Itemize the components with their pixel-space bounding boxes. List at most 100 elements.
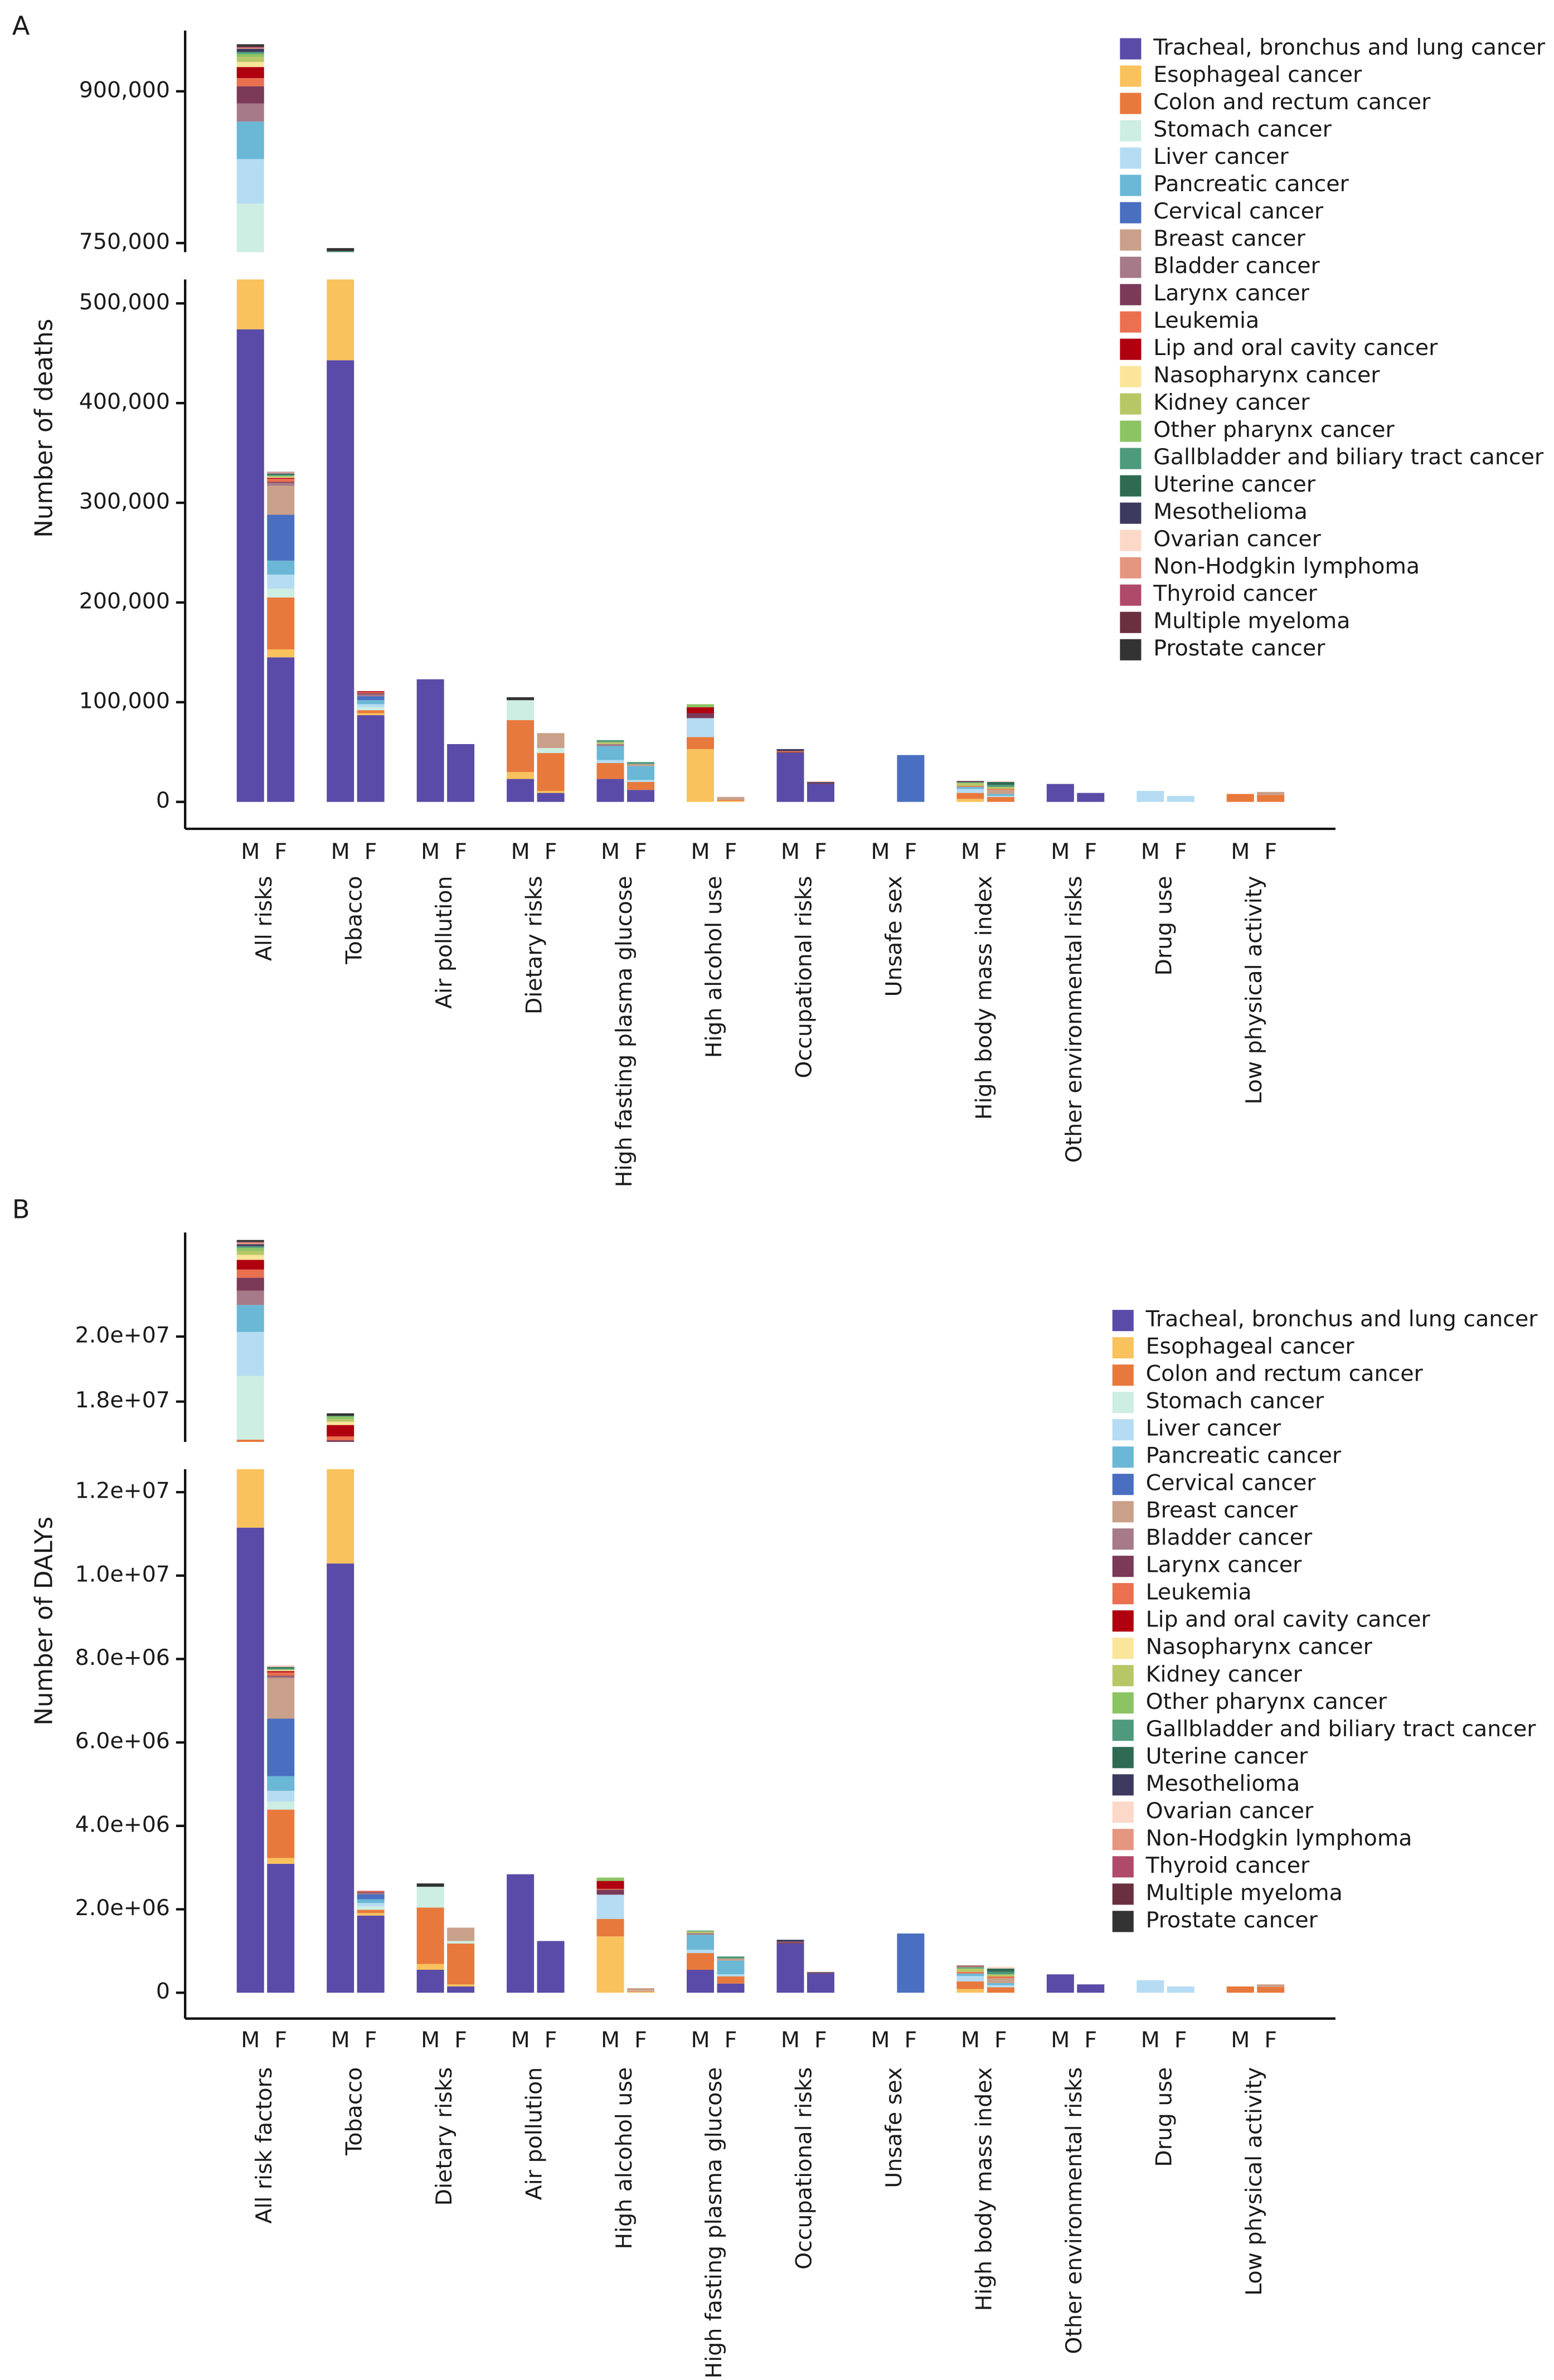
group-label: Tobacco <box>341 876 367 964</box>
legend-label: Kidney cancer <box>1153 390 1310 415</box>
bar-segment <box>327 1469 354 1564</box>
bar-segment <box>807 781 834 783</box>
legend-swatch <box>1112 1583 1134 1605</box>
bar-segment <box>776 1940 804 1942</box>
bar-segment <box>987 1976 1014 1978</box>
bar-segment <box>357 1915 385 1993</box>
legend-swatch <box>1112 1337 1134 1359</box>
bar-segment <box>236 1439 264 1442</box>
x-tick-label: M <box>421 839 440 864</box>
bar-segment <box>236 78 264 86</box>
bar-segment <box>987 794 1014 796</box>
bar-segment <box>267 1678 295 1719</box>
bar-segment <box>897 1933 925 1993</box>
x-tick-label: M <box>331 2027 350 2053</box>
bar-segment <box>357 1892 385 1893</box>
legend-label: Gallbladder and biliary tract cancer <box>1153 444 1544 470</box>
bar-segment <box>807 783 834 784</box>
bar-segment <box>956 789 984 793</box>
legend-swatch <box>1120 557 1142 579</box>
bar-segment <box>687 713 715 718</box>
bar-segment <box>1167 795 1194 802</box>
legend-label: Uterine cancer <box>1153 472 1316 497</box>
bar-segment <box>1257 1984 1285 1987</box>
bar-segment <box>956 781 984 782</box>
group-label: High fasting plasma glucose <box>701 2067 727 2379</box>
bar-segment <box>687 1933 715 1935</box>
bar-segment <box>447 1986 475 1993</box>
bar-segment <box>357 694 385 697</box>
bar-segment <box>537 733 565 749</box>
legend-swatch <box>1120 611 1142 633</box>
group-label: Air pollution <box>521 2067 547 2201</box>
legend-label: Tracheal, bronchus and lung cancer <box>1153 35 1546 60</box>
bar-segment <box>956 786 984 787</box>
legend-label: Mesothelioma <box>1146 1771 1300 1796</box>
group-label: Low physical activity <box>1241 2067 1267 2296</box>
bar-segment <box>267 1670 295 1672</box>
bar-segment <box>267 1667 295 1668</box>
legend-label: Other pharynx cancer <box>1146 1689 1387 1714</box>
x-tick-label: F <box>814 839 827 864</box>
bar-segment <box>267 1666 295 1667</box>
bar-segment <box>537 793 565 802</box>
y-tick-label: 300,000 <box>79 489 170 514</box>
y-tick-label: 8.0e+06 <box>75 1645 170 1670</box>
legend-label: Esophageal cancer <box>1153 62 1362 88</box>
legend-label: Gallbladder and biliary tract cancer <box>1146 1716 1537 1742</box>
legend-swatch <box>1112 1501 1134 1523</box>
bar-segment <box>447 1927 475 1941</box>
panel-label: B <box>12 1194 30 1225</box>
bar-segment <box>327 1416 354 1420</box>
bar-segment <box>267 588 295 598</box>
bar-segment <box>236 67 264 79</box>
bar-segment <box>987 781 1014 782</box>
x-tick-label: M <box>601 839 620 864</box>
legend-swatch <box>1120 366 1142 387</box>
group-label: High alcohol use <box>701 876 727 1058</box>
bar-segment <box>267 477 295 478</box>
bar-segment <box>807 1971 834 1973</box>
legend-label: Nasopharynx cancer <box>1153 362 1380 388</box>
bar-segment <box>507 772 535 779</box>
group-label: Dietary risks <box>431 2067 457 2206</box>
bar-segment <box>416 1964 444 1970</box>
bar-segment <box>267 1858 295 1864</box>
bar-segment <box>627 764 655 766</box>
bar-segment <box>357 691 385 692</box>
legend-swatch <box>1112 1364 1134 1386</box>
bar-segment <box>267 474 295 475</box>
y-tick-label: 1.0e+07 <box>75 1561 170 1587</box>
group-label: Other environmental risks <box>1061 876 1087 1163</box>
bar-segment <box>776 749 804 751</box>
bar-segment <box>357 710 385 713</box>
bar-segment <box>627 1991 655 1992</box>
legend-swatch <box>1120 338 1142 360</box>
bar-segment <box>596 762 624 779</box>
bar-segment <box>267 1672 295 1676</box>
bar-segment <box>267 598 295 650</box>
bar-segment <box>987 786 1014 789</box>
bar-segment <box>627 790 655 802</box>
bar-segment <box>357 693 385 694</box>
bar-segment <box>956 781 984 783</box>
legend-label: Bladder cancer <box>1153 253 1320 279</box>
bar-segment <box>687 749 715 802</box>
bar-segment <box>267 473 295 474</box>
x-tick-label: F <box>454 839 467 864</box>
bar-segment <box>357 1891 385 1892</box>
bar-segment <box>956 799 984 802</box>
bar-segment <box>807 1973 834 1974</box>
bar-segment <box>507 697 535 701</box>
bar-segment <box>327 1425 354 1437</box>
bar-segment <box>537 791 565 793</box>
legend-label: Tracheal, bronchus and lung cancer <box>1145 1306 1538 1332</box>
bar-segment <box>627 1988 655 1991</box>
legend-swatch <box>1120 584 1142 606</box>
legend-swatch <box>1112 1446 1134 1468</box>
bar-segment <box>267 657 295 802</box>
legend-swatch <box>1120 284 1142 305</box>
bar-segment <box>776 751 804 752</box>
legend-swatch <box>1120 530 1142 551</box>
